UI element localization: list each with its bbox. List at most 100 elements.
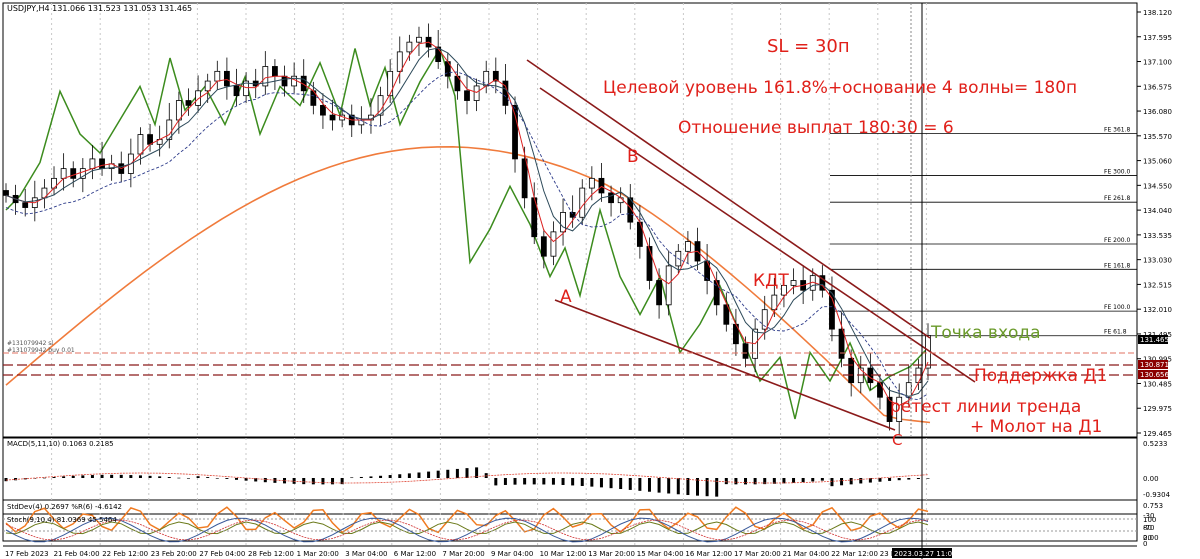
macd-bar (763, 478, 767, 485)
macd-bar (436, 470, 440, 478)
candle-body (483, 70, 490, 87)
macd-bar (542, 478, 546, 485)
macd-bar (302, 478, 306, 485)
upper-trendline (526, 59, 931, 339)
macd-bar (177, 477, 181, 479)
candle-body (723, 304, 730, 325)
macd-bar (263, 478, 267, 483)
macd-bar (523, 478, 527, 485)
candle-body (579, 187, 586, 218)
kdt-label: КДТ (753, 271, 789, 291)
macd-bar (888, 478, 892, 481)
time-label: 22 Mar 12:00 (831, 550, 878, 558)
macd-bar (359, 476, 363, 478)
price-tick-label: 131.495 (1143, 331, 1172, 339)
price-badge (1138, 370, 1168, 379)
candle-body (166, 119, 173, 140)
order-annotation-sl: #131079942 sl (7, 340, 53, 347)
fibo-levels: FE 361.8 FE 300.0 FE 261.8 FE 200.0 FE 161.8… (830, 127, 1137, 337)
macd-bar (686, 478, 690, 496)
macd-bar (100, 474, 104, 478)
macd-bar (196, 476, 200, 478)
indicator-tick-label: -0.9304 (1143, 491, 1171, 499)
fibo-label: FE 61.8 (1104, 329, 1127, 336)
candle-body (396, 51, 403, 72)
price-tick-label: 134.040 (1143, 207, 1172, 215)
macd-bar (571, 478, 575, 486)
main-panel-frame (2, 2, 1138, 438)
point-c-label: C (892, 431, 902, 449)
price-tick-label: 129.465 (1143, 430, 1172, 438)
price-tick-label: 129.975 (1143, 405, 1172, 413)
time-axis: 17 Feb 2023 21 Feb 04:00 22 Feb 12:00 23 Fe… (5, 548, 956, 558)
macd-bar (811, 478, 815, 482)
time-label: 22 Feb 12:00 (102, 550, 148, 558)
candle-body (89, 158, 96, 170)
macd-bar (110, 474, 114, 478)
macd-bar (331, 478, 335, 485)
macd-bar (186, 478, 190, 479)
fibo-label: FE 161.8 (1104, 262, 1131, 269)
macd-bar (868, 478, 872, 483)
macd-bar (599, 478, 603, 488)
macd-bar (782, 478, 786, 484)
macd-bar (340, 478, 344, 485)
candle-body (406, 41, 413, 53)
macd-bar (62, 476, 66, 478)
macd-bar (475, 467, 479, 478)
macd-bar (71, 475, 75, 478)
time-label: 9 Mar 04:00 (491, 550, 533, 558)
indicator-tick-label: 20 (1143, 534, 1152, 542)
indicator-tick-label: 0.753 (1143, 502, 1163, 510)
macd-bar (897, 478, 901, 481)
candle-body (291, 75, 298, 87)
time-label: 1 Mar 20:00 (297, 550, 339, 558)
fibo-label: FE 100.0 (1104, 304, 1131, 311)
indicator-tick-label: -30 (1143, 512, 1154, 520)
candle-body (204, 80, 211, 92)
price-tick-label: 137.595 (1143, 34, 1172, 42)
macd-bar (503, 478, 507, 485)
candle-body (608, 192, 614, 204)
macd-bar (705, 478, 709, 497)
candle-body (742, 343, 749, 359)
candle-body (147, 134, 153, 145)
fibo-label: FE 261.8 (1104, 195, 1131, 202)
time-label: 27 Feb 04:00 (199, 550, 245, 558)
time-label: 6 Mar 12:00 (394, 550, 436, 558)
moving-average-blue-dashed (5, 71, 929, 401)
candle-body (22, 202, 29, 208)
price-badge-text: 130.871 (1140, 361, 1169, 369)
support-d1-label: Поддержка Д1 (974, 366, 1107, 386)
moving-average-dark (5, 47, 929, 397)
candle-body (540, 236, 547, 257)
time-label: 28 Feb 12:00 (248, 550, 294, 558)
time-label: 3 Mar 04:00 (345, 550, 387, 558)
indicator-tick-label: 100 (1143, 516, 1156, 524)
macd-bar (321, 478, 325, 485)
candle-body (829, 289, 835, 330)
macd-bar (350, 477, 354, 479)
candle-body (416, 36, 422, 43)
indicator-tick-label: -70 (1143, 524, 1154, 532)
macd-bar (215, 478, 219, 479)
macd-bar (225, 478, 229, 479)
macd-bar (273, 478, 277, 483)
candle-body (223, 70, 230, 87)
price-badge-text: 130.656 (1140, 371, 1169, 379)
candle-body (329, 114, 336, 121)
macd-bar (551, 478, 555, 485)
price-badge (1138, 335, 1168, 344)
candle-body (771, 294, 778, 311)
macd-bar (148, 475, 152, 478)
candle-body (262, 66, 269, 87)
macd-bar (369, 476, 373, 478)
macd-bar (772, 478, 776, 484)
macd-bar (878, 478, 882, 482)
macd-bar (407, 473, 411, 478)
indicator-tick-label: 0.5233 (1143, 440, 1168, 448)
macd-bar (235, 478, 238, 480)
candle-body (99, 158, 105, 170)
